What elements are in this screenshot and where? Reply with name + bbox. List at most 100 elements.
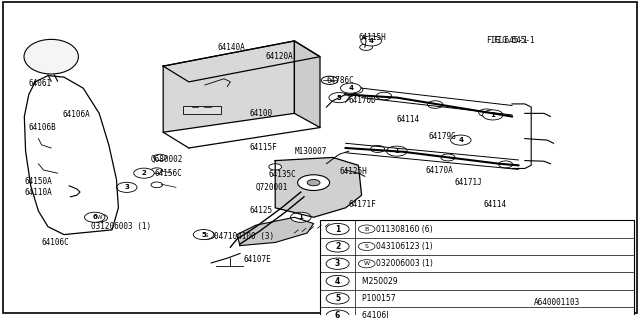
Text: 64110A: 64110A <box>24 188 52 196</box>
Text: S: S <box>205 233 209 238</box>
Circle shape <box>428 101 443 108</box>
Circle shape <box>151 168 163 173</box>
Text: M130007: M130007 <box>294 147 327 156</box>
Ellipse shape <box>24 39 79 74</box>
Text: 64120A: 64120A <box>266 52 293 61</box>
Text: 2: 2 <box>335 242 340 251</box>
Text: 64786C: 64786C <box>326 76 354 85</box>
Circle shape <box>291 212 311 222</box>
Circle shape <box>371 146 385 152</box>
Text: 011308160 (6): 011308160 (6) <box>376 225 433 234</box>
Text: 64114: 64114 <box>397 115 420 124</box>
Circle shape <box>326 293 349 304</box>
Polygon shape <box>294 41 320 128</box>
Text: 64135C: 64135C <box>269 170 296 179</box>
Circle shape <box>198 231 215 239</box>
Circle shape <box>321 76 338 84</box>
Text: 6: 6 <box>335 311 340 320</box>
Text: 1: 1 <box>490 112 495 118</box>
Text: 1: 1 <box>335 225 340 234</box>
Circle shape <box>134 168 154 178</box>
Text: 2: 2 <box>141 170 147 176</box>
Text: 043106123 (1): 043106123 (1) <box>376 242 433 251</box>
Text: 64125: 64125 <box>250 206 273 215</box>
Circle shape <box>193 229 214 240</box>
Text: 64114: 64114 <box>483 200 506 209</box>
Circle shape <box>326 241 349 252</box>
Circle shape <box>307 180 320 186</box>
Text: FIG.645-1: FIG.645-1 <box>486 36 528 45</box>
Text: W: W <box>97 215 102 220</box>
Polygon shape <box>237 217 314 246</box>
Text: 4: 4 <box>348 85 353 91</box>
Text: 6: 6 <box>92 214 97 220</box>
Text: 64106I: 64106I <box>362 311 390 320</box>
Circle shape <box>499 161 513 168</box>
Text: M250029: M250029 <box>362 276 399 285</box>
Circle shape <box>340 83 361 93</box>
Circle shape <box>326 276 349 287</box>
Text: P100157: P100157 <box>362 294 397 303</box>
Text: 5: 5 <box>335 294 340 303</box>
Text: 64150A: 64150A <box>24 177 52 186</box>
Circle shape <box>269 164 282 170</box>
Text: 64115F: 64115F <box>250 143 277 153</box>
Text: 64140A: 64140A <box>218 43 245 52</box>
Text: 64170D: 64170D <box>349 96 376 105</box>
Text: 64106C: 64106C <box>42 238 69 247</box>
Text: 64171J: 64171J <box>454 178 482 187</box>
Text: W: W <box>364 261 370 266</box>
FancyBboxPatch shape <box>183 107 221 114</box>
Text: 032006003 (1): 032006003 (1) <box>376 259 433 268</box>
Text: 64125H: 64125H <box>339 167 367 176</box>
Text: Q720001: Q720001 <box>256 183 289 192</box>
FancyBboxPatch shape <box>320 220 634 320</box>
Text: 64179G: 64179G <box>429 132 456 141</box>
Circle shape <box>360 44 372 50</box>
Text: 64171F: 64171F <box>349 200 376 209</box>
Text: 64061: 64061 <box>29 79 52 88</box>
Text: B: B <box>365 227 369 232</box>
Text: 64106B: 64106B <box>29 123 56 132</box>
Text: 3: 3 <box>124 184 129 190</box>
Text: A640001103: A640001103 <box>534 298 580 307</box>
Circle shape <box>387 146 407 156</box>
Circle shape <box>358 242 375 251</box>
Text: 64107E: 64107E <box>243 255 271 264</box>
Circle shape <box>358 225 375 233</box>
Circle shape <box>376 92 392 100</box>
Circle shape <box>326 258 349 269</box>
Circle shape <box>348 86 363 93</box>
Circle shape <box>154 154 166 161</box>
Circle shape <box>483 110 503 120</box>
Text: 4: 4 <box>369 38 374 44</box>
Text: 5: 5 <box>337 95 342 100</box>
Text: 031206003 (1): 031206003 (1) <box>91 222 151 231</box>
Text: 4: 4 <box>335 276 340 285</box>
Circle shape <box>358 260 375 268</box>
Text: FIG.645-1: FIG.645-1 <box>493 36 534 45</box>
Circle shape <box>441 154 455 161</box>
Text: 5: 5 <box>201 232 206 237</box>
Text: 64106A: 64106A <box>63 110 90 119</box>
Text: 1: 1 <box>394 148 399 154</box>
Circle shape <box>84 212 105 222</box>
Circle shape <box>298 175 330 190</box>
Text: 64170A: 64170A <box>426 165 453 174</box>
Text: 64100: 64100 <box>250 109 273 118</box>
Text: Q680002: Q680002 <box>150 155 183 164</box>
Text: 64156C: 64156C <box>155 169 182 178</box>
Circle shape <box>326 223 349 235</box>
Circle shape <box>479 109 494 116</box>
Circle shape <box>451 135 471 145</box>
Polygon shape <box>275 157 362 217</box>
Text: 4: 4 <box>458 137 463 143</box>
Text: S: S <box>365 244 369 249</box>
Circle shape <box>91 214 108 222</box>
Circle shape <box>361 36 381 46</box>
Polygon shape <box>163 41 294 132</box>
Text: 64115H: 64115H <box>358 33 386 42</box>
Text: 047104100 (3): 047104100 (3) <box>214 232 275 241</box>
Polygon shape <box>163 41 320 82</box>
Circle shape <box>151 182 163 188</box>
